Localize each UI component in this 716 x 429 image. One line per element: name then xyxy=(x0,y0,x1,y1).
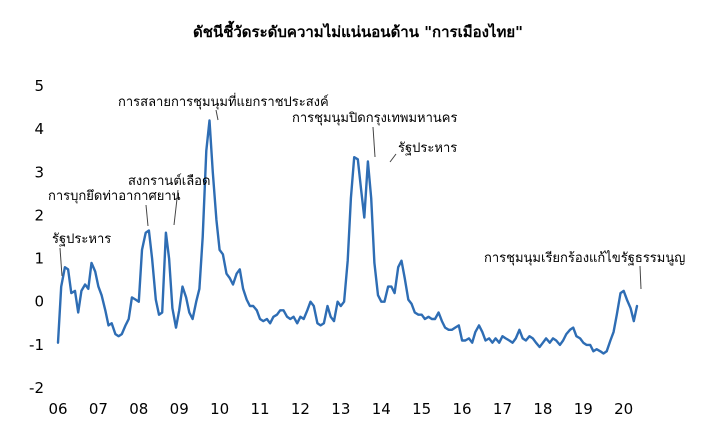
annotation-label: การชุมนุมปิดกรุงเทพมหานคร xyxy=(292,111,458,126)
x-tick-label: 15 xyxy=(412,400,431,418)
y-tick-label: -1 xyxy=(29,336,44,354)
x-tick-label: 09 xyxy=(170,400,189,418)
chart-title: ดัชนีชี้วัดระดับความไม่แน่นอนด้าน "การเม… xyxy=(193,23,523,41)
x-tick-label: 12 xyxy=(291,400,310,418)
x-tick-label: 10 xyxy=(210,400,229,418)
annotation-leader-line xyxy=(215,109,219,121)
annotation-label: การบุกยึดท่าอากาศยาน xyxy=(48,189,181,204)
annotations: รัฐประหารการบุกยึดท่าอากาศยานสงกรานต์เลื… xyxy=(48,93,685,290)
x-tick-label: 07 xyxy=(89,400,108,418)
annotation-label: การชุมนุมเรียกร้องแก้ไขรัฐธรรมนูญ xyxy=(484,250,685,266)
y-tick-label: 5 xyxy=(34,77,44,95)
x-tick-label: 14 xyxy=(372,400,391,418)
series-line xyxy=(56,119,639,355)
y-tick-label: 1 xyxy=(34,250,44,268)
annotation-leader-line xyxy=(639,265,642,290)
annotation-leader-line xyxy=(59,247,63,277)
x-tick-label: 08 xyxy=(129,400,148,418)
x-tick-label: 16 xyxy=(453,400,472,418)
annotation-label: รัฐประหาร xyxy=(398,141,457,156)
x-axis-ticks: 06 07 08 09 10 11 12 13 14 15 16 17 18 19 20 xyxy=(48,400,633,418)
y-tick-label: 3 xyxy=(34,163,44,181)
annotation-label: การสลายการชุมนุมที่แยกราชประสงค์ xyxy=(118,93,329,110)
y-axis-ticks: -2 -1 0 1 2 3 4 5 xyxy=(29,77,44,397)
x-tick-label: 13 xyxy=(331,400,350,418)
y-tick-label: 4 xyxy=(34,120,44,138)
annotation-leader-line xyxy=(173,189,179,226)
annotation-label: รัฐประหาร xyxy=(52,232,111,247)
annotation-leader-line xyxy=(145,204,149,227)
x-tick-label: 11 xyxy=(250,400,269,418)
x-tick-label: 20 xyxy=(614,400,633,418)
series-layer xyxy=(56,119,639,355)
x-tick-label: 06 xyxy=(48,400,67,418)
y-tick-label: 2 xyxy=(34,206,44,224)
y-tick-label: -2 xyxy=(29,379,44,397)
annotation-label: สงกรานต์เลือด xyxy=(128,173,210,189)
x-tick-label: 18 xyxy=(533,400,552,418)
x-tick-label: 19 xyxy=(574,400,593,418)
annotation-leader-line xyxy=(389,153,397,163)
x-tick-label: 17 xyxy=(493,400,512,418)
annotation-leader-line xyxy=(372,126,376,158)
y-tick-label: 0 xyxy=(34,293,44,311)
